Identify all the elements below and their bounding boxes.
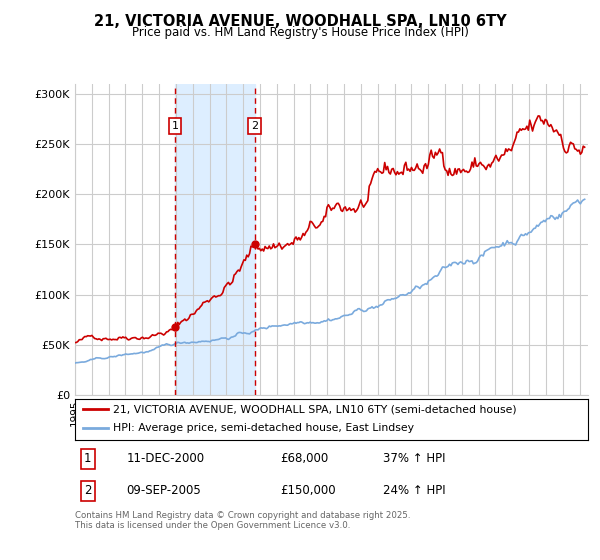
Text: 2: 2 (84, 484, 92, 497)
Text: 1: 1 (172, 121, 178, 131)
Text: Price paid vs. HM Land Registry's House Price Index (HPI): Price paid vs. HM Land Registry's House … (131, 26, 469, 39)
Text: 2: 2 (251, 121, 259, 131)
Text: 21, VICTORIA AVENUE, WOODHALL SPA, LN10 6TY: 21, VICTORIA AVENUE, WOODHALL SPA, LN10 … (94, 14, 506, 29)
Text: £68,000: £68,000 (280, 452, 328, 465)
Text: £150,000: £150,000 (280, 484, 336, 497)
Text: 11-DEC-2000: 11-DEC-2000 (127, 452, 205, 465)
Text: 1: 1 (84, 452, 92, 465)
Text: 21, VICTORIA AVENUE, WOODHALL SPA, LN10 6TY (semi-detached house): 21, VICTORIA AVENUE, WOODHALL SPA, LN10 … (113, 404, 517, 414)
Bar (175, 84, 255, 395)
Text: 24% ↑ HPI: 24% ↑ HPI (383, 484, 445, 497)
Text: 37% ↑ HPI: 37% ↑ HPI (383, 452, 445, 465)
Text: 09-SEP-2005: 09-SEP-2005 (127, 484, 201, 497)
Text: HPI: Average price, semi-detached house, East Lindsey: HPI: Average price, semi-detached house,… (113, 423, 415, 433)
Text: Contains HM Land Registry data © Crown copyright and database right 2025.
This d: Contains HM Land Registry data © Crown c… (75, 511, 410, 530)
